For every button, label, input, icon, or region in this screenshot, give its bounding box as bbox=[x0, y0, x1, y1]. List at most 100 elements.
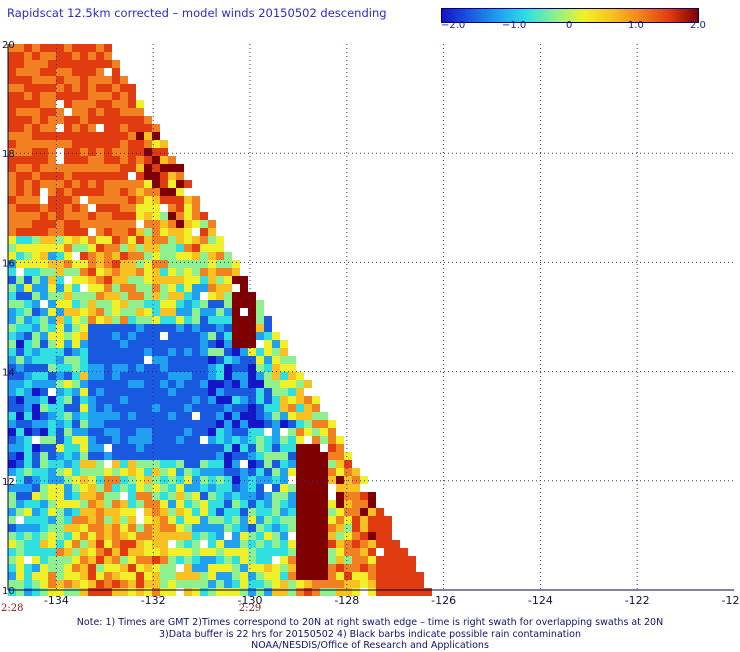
heatmap-cell bbox=[96, 132, 104, 140]
heatmap-cell bbox=[168, 172, 176, 180]
heatmap-cell bbox=[240, 492, 248, 500]
heatmap-cell bbox=[104, 580, 112, 588]
heatmap-cell bbox=[224, 388, 232, 396]
heatmap-cell bbox=[208, 228, 216, 236]
heatmap-cell bbox=[112, 516, 120, 524]
heatmap-cell bbox=[232, 332, 240, 340]
heatmap-cell bbox=[16, 252, 24, 260]
heatmap-cell bbox=[152, 300, 160, 308]
heatmap-cell bbox=[136, 108, 144, 116]
heatmap-cell bbox=[144, 188, 152, 196]
heatmap-cell bbox=[200, 548, 208, 556]
heatmap-cell bbox=[192, 588, 200, 596]
heatmap-cell bbox=[136, 452, 144, 460]
heatmap-cell bbox=[200, 484, 208, 492]
heatmap-cell bbox=[192, 292, 200, 300]
heatmap-cell bbox=[48, 356, 56, 364]
heatmap-cell bbox=[296, 412, 304, 420]
heatmap-cell bbox=[224, 460, 232, 468]
heatmap-cell bbox=[160, 292, 168, 300]
heatmap-cell bbox=[112, 164, 120, 172]
heatmap-cell bbox=[200, 580, 208, 588]
heatmap-cell bbox=[72, 76, 80, 84]
heatmap-cell bbox=[264, 396, 272, 404]
heatmap-cell bbox=[152, 396, 160, 404]
heatmap-cell bbox=[112, 276, 120, 284]
heatmap-cell bbox=[72, 580, 80, 588]
heatmap-cell bbox=[48, 460, 56, 468]
heatmap-cell bbox=[384, 516, 392, 524]
heatmap-cell bbox=[96, 420, 104, 428]
heatmap-cell bbox=[136, 420, 144, 428]
heatmap-cell bbox=[352, 532, 360, 540]
heatmap-cell bbox=[152, 580, 160, 588]
heatmap-cell bbox=[48, 428, 56, 436]
heatmap-cell bbox=[248, 524, 256, 532]
heatmap-cell bbox=[72, 484, 80, 492]
heatmap-cell bbox=[32, 252, 40, 260]
heatmap-cell bbox=[128, 204, 136, 212]
heatmap-cell bbox=[344, 572, 352, 580]
heatmap-cell bbox=[96, 156, 104, 164]
heatmap-cell bbox=[64, 524, 72, 532]
heatmap-cell bbox=[208, 244, 216, 252]
heatmap-cell bbox=[168, 220, 176, 228]
heatmap-cell bbox=[64, 44, 72, 52]
heatmap-cell bbox=[8, 156, 16, 164]
heatmap-cell bbox=[200, 332, 208, 340]
heatmap-cell bbox=[112, 468, 120, 476]
heatmap-cell bbox=[128, 292, 136, 300]
heatmap-cell bbox=[208, 588, 216, 596]
heatmap-cell bbox=[40, 444, 48, 452]
heatmap-cell bbox=[16, 116, 24, 124]
heatmap-cell bbox=[40, 76, 48, 84]
heatmap-cell bbox=[24, 428, 32, 436]
heatmap-cell bbox=[232, 484, 240, 492]
heatmap-cell bbox=[216, 388, 224, 396]
heatmap-cell bbox=[144, 132, 152, 140]
heatmap-cell bbox=[72, 460, 80, 468]
heatmap-cell bbox=[192, 548, 200, 556]
heatmap-cell bbox=[16, 508, 24, 516]
heatmap-cell bbox=[280, 356, 288, 364]
heatmap-cell bbox=[88, 508, 96, 516]
heatmap-cell bbox=[224, 348, 232, 356]
heatmap-cell bbox=[8, 116, 16, 124]
heatmap-cell bbox=[120, 564, 128, 572]
heatmap-cell bbox=[48, 172, 56, 180]
heatmap-cell bbox=[224, 564, 232, 572]
heatmap-cell bbox=[8, 540, 16, 548]
heatmap-cell bbox=[304, 444, 312, 452]
heatmap-cell bbox=[232, 324, 240, 332]
heatmap-cell bbox=[104, 52, 112, 60]
heatmap-cell bbox=[112, 116, 120, 124]
heatmap-cell bbox=[104, 124, 112, 132]
heatmap-cell bbox=[176, 468, 184, 476]
heatmap-cell bbox=[256, 572, 264, 580]
heatmap-cell bbox=[128, 492, 136, 500]
heatmap-cell bbox=[160, 508, 168, 516]
heatmap-cell bbox=[280, 500, 288, 508]
heatmap-cell bbox=[152, 460, 160, 468]
heatmap-cell bbox=[208, 364, 216, 372]
heatmap-cell bbox=[144, 396, 152, 404]
heatmap-cell bbox=[176, 556, 184, 564]
heatmap-cell bbox=[288, 516, 296, 524]
heatmap-cell bbox=[64, 196, 72, 204]
heatmap-cell bbox=[184, 540, 192, 548]
heatmap-cell bbox=[224, 332, 232, 340]
heatmap-cell bbox=[320, 524, 328, 532]
heatmap-cell bbox=[56, 76, 64, 84]
heatmap-cell bbox=[200, 452, 208, 460]
heatmap-cell bbox=[56, 252, 64, 260]
heatmap-cell bbox=[352, 588, 360, 596]
heatmap-cell bbox=[304, 540, 312, 548]
heatmap-cell bbox=[112, 244, 120, 252]
heatmap-cell bbox=[200, 516, 208, 524]
heatmap-cell bbox=[168, 252, 176, 260]
heatmap-cell bbox=[304, 556, 312, 564]
heatmap-cell bbox=[56, 180, 64, 188]
heatmap-cell bbox=[176, 292, 184, 300]
heatmap-cell bbox=[24, 508, 32, 516]
heatmap-cell bbox=[104, 44, 112, 52]
